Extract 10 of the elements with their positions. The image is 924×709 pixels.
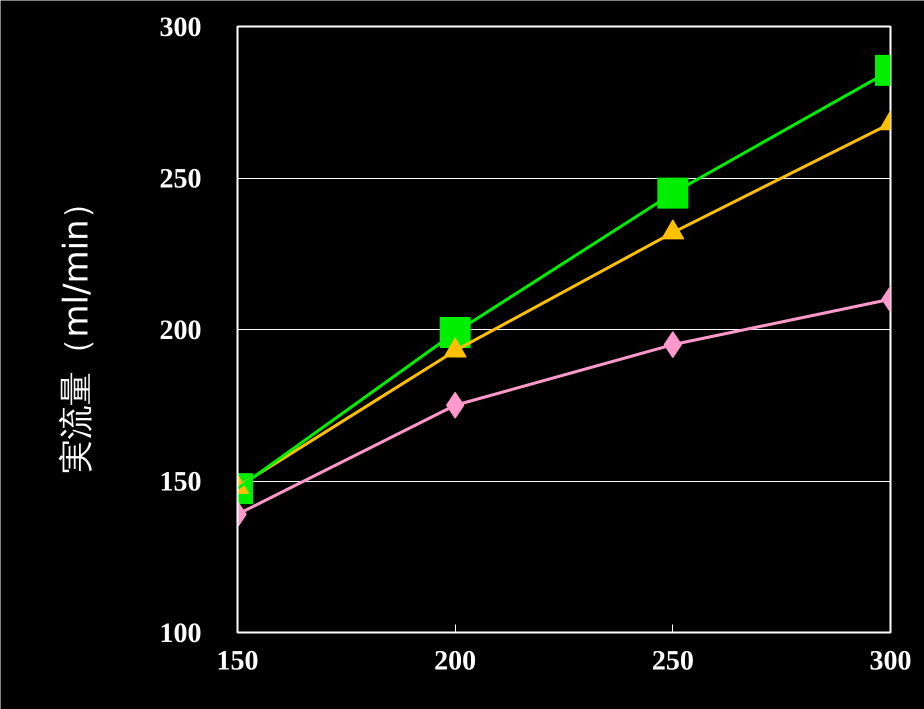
x-tick-label: 150 <box>216 646 258 676</box>
x-tick-label: 250 <box>652 646 694 676</box>
y-tick-label: 250 <box>160 164 202 194</box>
y-tick-label: 150 <box>160 466 202 498</box>
y-tick-label: 100 <box>160 618 202 649</box>
y-axis-title: 実流量（ml/min） <box>56 185 96 474</box>
y-tick-label: 300 <box>160 12 202 43</box>
x-tick-label: 300 <box>870 646 912 676</box>
y-tick-label: 200 <box>160 315 202 346</box>
x-tick-label: 200 <box>434 646 476 676</box>
